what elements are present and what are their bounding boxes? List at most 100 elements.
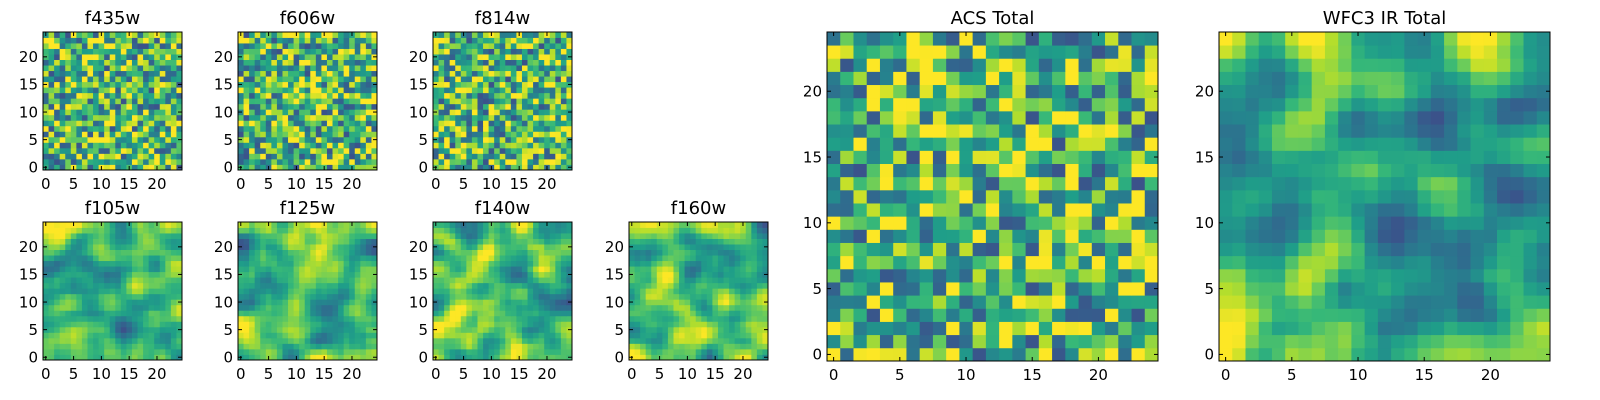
heatmap-cell <box>1078 203 1093 217</box>
heatmap-cell <box>137 125 144 132</box>
heatmap-cell <box>505 103 512 110</box>
heatmap-cell <box>959 163 974 178</box>
heatmap-cell <box>756 315 763 322</box>
heatmap-cell <box>893 295 907 309</box>
heatmap-cell <box>488 65 495 72</box>
heatmap-cell <box>371 103 378 110</box>
heatmap-cell <box>332 282 339 289</box>
heatmap-cell <box>466 249 473 256</box>
heatmap-cell <box>549 48 556 55</box>
heatmap-cell <box>338 321 345 328</box>
heatmap-cells <box>238 222 378 361</box>
heatmap-cell <box>148 87 155 94</box>
heatmap-cell <box>999 242 1013 257</box>
heatmap-cell <box>560 87 567 94</box>
heatmap-cell <box>533 260 540 267</box>
heatmap-cell <box>521 238 528 245</box>
heatmap-cell <box>1052 203 1066 217</box>
heatmap-cell <box>98 48 105 55</box>
heatmap-cell <box>176 70 183 77</box>
heatmap-cell <box>76 158 83 165</box>
heatmap-cell <box>93 282 99 289</box>
heatmap-cell <box>510 147 517 154</box>
heatmap-cell <box>684 315 691 322</box>
heatmap-cell <box>87 260 94 267</box>
heatmap-cell <box>555 315 562 322</box>
heatmap-cell <box>315 158 322 165</box>
heatmap-cell <box>43 310 49 317</box>
heatmap-cell <box>1091 163 1106 178</box>
heatmap-cell <box>645 222 652 228</box>
heatmap-cell <box>249 266 256 273</box>
heatmap-cell <box>684 326 691 333</box>
heatmap-cell <box>566 310 573 317</box>
heatmap-cell <box>516 233 523 239</box>
heatmap-cells <box>433 32 573 171</box>
heatmap-cell <box>299 158 306 165</box>
heatmap-cell <box>745 304 752 311</box>
heatmap-cell <box>349 103 356 110</box>
heatmap-cell <box>477 332 484 339</box>
heatmap-cell <box>293 304 300 311</box>
heatmap-cell <box>919 176 934 191</box>
heatmap-cell <box>740 326 747 333</box>
heatmap-cell <box>349 238 356 245</box>
heatmap-cell <box>879 347 894 362</box>
heatmap-cell <box>176 233 183 239</box>
heatmap-cell <box>985 216 1000 230</box>
heatmap-cell <box>243 37 250 44</box>
panel-title: f160w <box>671 198 726 219</box>
heatmap-cell <box>444 103 451 110</box>
heatmap-cell <box>477 114 484 121</box>
panel-title: f105w <box>85 198 140 219</box>
heatmap-cell <box>81 164 88 171</box>
heatmap-cell <box>260 282 267 289</box>
heatmap-cell <box>544 76 551 83</box>
heatmap-cell <box>65 326 72 333</box>
heatmap-cell <box>170 43 177 49</box>
heatmap-cell <box>70 260 77 267</box>
heatmap-cells <box>43 222 183 361</box>
heatmap-cell <box>734 337 741 344</box>
heatmap-cell <box>81 147 88 154</box>
heatmap-cell <box>326 43 333 49</box>
heatmap-cell <box>510 222 517 228</box>
heatmap-cell <box>745 238 752 245</box>
heatmap-cell <box>326 266 333 273</box>
heatmap-cell <box>544 48 551 55</box>
heatmap-cell <box>444 98 451 105</box>
heatmap-cell <box>299 120 306 127</box>
heatmap-cell <box>510 92 517 99</box>
heatmap-cell <box>455 321 462 328</box>
heatmap-cell <box>549 222 556 228</box>
heatmap-cell <box>354 271 361 278</box>
heatmap-cell <box>137 310 144 317</box>
heatmap-cell <box>299 332 306 339</box>
heatmap-cell <box>76 120 83 127</box>
heatmap-cell <box>527 76 534 83</box>
heatmap-cell <box>143 304 150 311</box>
heatmap-cell <box>516 343 523 350</box>
heatmap-cell <box>533 164 540 171</box>
heatmap-cell <box>684 233 691 239</box>
heatmap-cell <box>154 131 161 138</box>
heatmap-cell <box>433 288 439 295</box>
heatmap-cell <box>483 103 489 110</box>
heatmap-cell <box>349 70 356 77</box>
heatmap-cell <box>1091 321 1106 336</box>
heatmap-cell <box>745 321 752 328</box>
heatmap-cell <box>756 299 763 306</box>
heatmap-cell <box>137 92 144 99</box>
heatmap-cell <box>321 70 328 77</box>
heatmap-cell <box>1091 282 1106 296</box>
heatmap-cell <box>304 147 311 154</box>
heatmap-cell <box>154 125 161 132</box>
heatmap-cell <box>120 337 127 344</box>
heatmap-cell <box>959 176 974 191</box>
heatmap-cell <box>717 260 724 267</box>
heatmap-cell <box>483 244 489 250</box>
heatmap-cell <box>310 131 317 138</box>
heatmap-cell <box>282 114 289 121</box>
heatmap-cell <box>326 65 333 72</box>
heatmap-cell <box>433 142 439 149</box>
